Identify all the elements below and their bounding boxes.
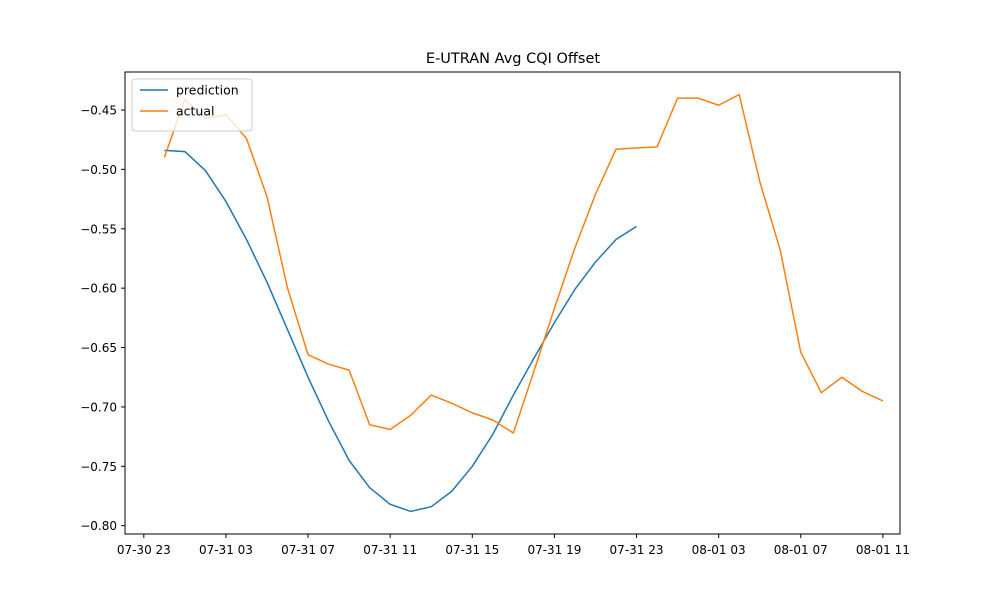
x-axis: 07-30 23 07-31 03 07-31 07 07-31 11 07-31 15… [117,534,910,557]
series-line-actual [163,93,884,434]
legend-box [131,78,253,132]
plot-area [163,93,884,513]
y-tick-label: −0.45 [80,104,117,118]
y-tick-label: −0.60 [80,282,117,296]
x-tick-label: 07-31 15 [445,543,499,557]
x-tick-label: 07-31 07 [281,543,335,557]
chart-title: E-UTRAN Avg CQI Offset [426,51,600,67]
series-line-prediction [164,149,637,513]
legend-label-actual: actual [176,104,215,119]
y-tick-label: −0.70 [80,400,117,414]
y-tick-label: −0.65 [80,341,117,355]
x-tick-label: 08-01 11 [856,543,910,557]
x-tick-label: 07-31 11 [363,543,417,557]
y-tick-label: −0.80 [80,519,117,533]
y-axis: −0.45 −0.50 −0.55 −0.60 −0.65 −0.70 −0.75 −0.80 [80,104,125,533]
legend: prediction actual [131,78,253,132]
y-tick-label: −0.55 [80,222,117,236]
legend-label-prediction: prediction [176,83,239,98]
x-tick-label: 07-31 03 [199,543,253,557]
x-tick-label: 07-30 23 [117,543,171,557]
x-tick-label: 07-31 23 [610,543,664,557]
x-tick-label: 07-31 19 [527,543,581,557]
axes-frame [124,71,901,535]
y-tick-label: −0.50 [80,163,117,177]
y-tick-label: −0.75 [80,460,117,474]
x-tick-label: 08-01 07 [774,543,828,557]
x-tick-label: 08-01 03 [692,543,746,557]
